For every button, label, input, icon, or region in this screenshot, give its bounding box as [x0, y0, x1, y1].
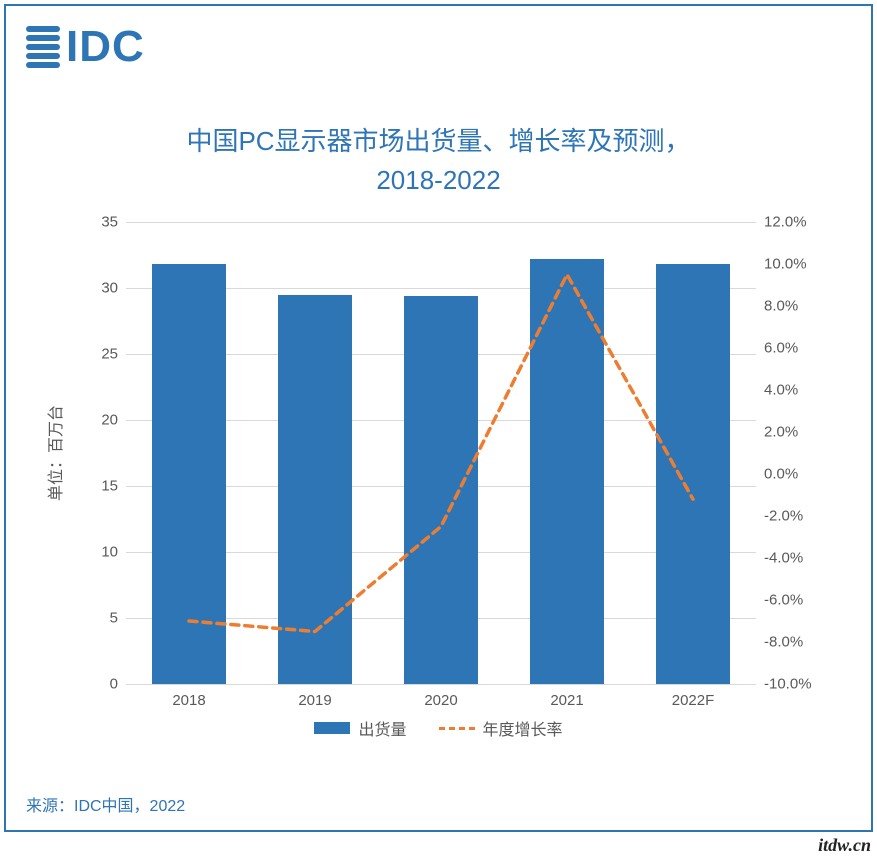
legend-item-line: 年度增长率	[439, 716, 563, 740]
chart-title-line1: 中国PC显示器市场出货量、增长率及预测，	[6, 122, 871, 161]
y1-axis-title: 单位：百万台	[42, 405, 66, 501]
x-tick-label: 2018	[172, 684, 205, 709]
logo-text: IDC	[66, 22, 145, 72]
y1-tick-label: 35	[101, 214, 126, 231]
y1-tick-label: 25	[101, 346, 126, 363]
idc-logo: IDC	[26, 22, 145, 72]
y2-tick-label: 12.0%	[756, 214, 807, 231]
y1-tick-label: 5	[110, 610, 126, 627]
x-tick-label: 2019	[298, 684, 331, 709]
chart-title: 中国PC显示器市场出货量、增长率及预测， 2018-2022	[6, 122, 871, 200]
legend-bar-icon	[314, 722, 350, 734]
watermark: itdw.cn	[818, 835, 871, 856]
y1-tick-label: 0	[110, 676, 126, 693]
y2-tick-label: 10.0%	[756, 256, 807, 273]
chart-legend: 出货量 年度增长率	[6, 716, 871, 740]
legend-item-bar: 出货量	[314, 716, 406, 740]
chart-frame: IDC 中国PC显示器市场出货量、增长率及预测， 2018-2022 单位：百万…	[4, 4, 873, 832]
y2-tick-label: 4.0%	[756, 382, 798, 399]
y2-tick-label: -6.0%	[756, 592, 803, 609]
logo-bars-icon	[26, 26, 60, 68]
y2-tick-label: 0.0%	[756, 466, 798, 483]
growth-line	[126, 222, 756, 684]
y2-tick-label: -2.0%	[756, 508, 803, 525]
y2-tick-label: 2.0%	[756, 424, 798, 441]
y1-tick-label: 30	[101, 280, 126, 297]
y2-tick-label: -4.0%	[756, 550, 803, 567]
y2-tick-label: -10.0%	[756, 676, 812, 693]
legend-dash-icon	[439, 727, 475, 730]
y2-tick-label: -8.0%	[756, 634, 803, 651]
chart-title-line2: 2018-2022	[6, 161, 871, 200]
x-tick-label: 2022F	[672, 684, 715, 709]
y1-tick-label: 20	[101, 412, 126, 429]
y2-tick-label: 6.0%	[756, 340, 798, 357]
y1-tick-label: 15	[101, 478, 126, 495]
y1-tick-label: 10	[101, 544, 126, 561]
chart-plot-area: 单位：百万台 05101520253035-10.0%-8.0%-6.0%-4.…	[126, 222, 756, 684]
x-tick-label: 2020	[424, 684, 457, 709]
legend-line-label: 年度增长率	[483, 716, 563, 740]
legend-bar-label: 出货量	[358, 716, 406, 740]
x-tick-label: 2021	[550, 684, 583, 709]
source-text: 来源：IDC中国，2022	[26, 792, 185, 816]
y2-tick-label: 8.0%	[756, 298, 798, 315]
